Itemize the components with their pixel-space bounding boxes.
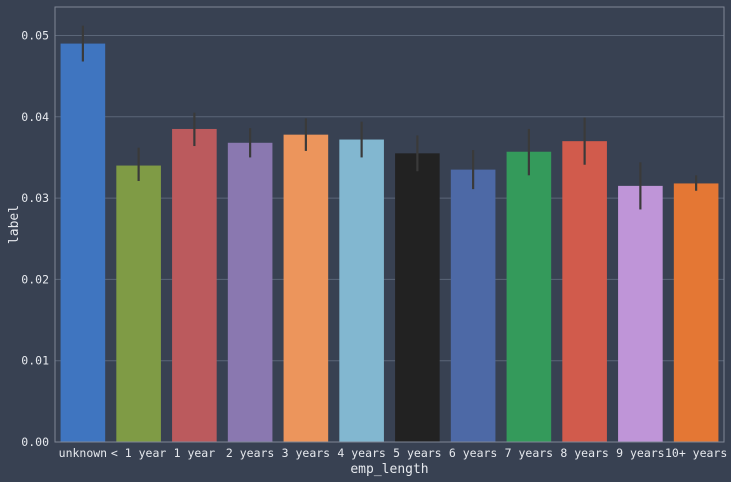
x-tick-labels: unknown < 1 year 1 year 2 years 3 years 4 yea… (59, 446, 728, 460)
bars (60, 43, 719, 443)
bar (506, 151, 552, 442)
bar (673, 183, 719, 442)
bar (227, 142, 273, 443)
x-tick-label: 2 years (226, 446, 274, 460)
x-tick-label: unknown (59, 446, 107, 460)
bar (618, 185, 663, 442)
bar (283, 134, 329, 442)
x-tick-label: 7 years (505, 446, 553, 460)
x-tick-label: 1 year (174, 446, 216, 460)
bar (450, 169, 496, 442)
x-axis-label: emp_length (350, 462, 428, 477)
error-bars (81, 25, 698, 210)
bar (562, 141, 607, 442)
y-axis-label: label (7, 205, 22, 244)
y-tick-label: 0.04 (21, 110, 49, 124)
x-tick-label: 5 years (393, 446, 441, 460)
y-tick-label: 0.02 (21, 272, 49, 286)
x-tick-label: 4 years (337, 446, 385, 460)
y-tick-label: 0.01 (21, 354, 49, 368)
x-tick-label: 8 years (560, 446, 608, 460)
x-tick-label: 10+ years (665, 446, 727, 460)
y-tick-label: 0.03 (21, 191, 49, 205)
bar (172, 128, 217, 442)
x-tick-label: 6 years (449, 446, 497, 460)
bar (395, 153, 440, 442)
bar (116, 165, 161, 443)
y-tick-labels: 0.00 0.01 0.02 0.03 0.04 0.05 (21, 28, 49, 449)
y-tick-label: 0.00 (21, 435, 49, 449)
bar (339, 139, 384, 442)
x-tick-label: 9 years (616, 446, 664, 460)
x-tick-label: < 1 year (111, 446, 166, 460)
y-tick-label: 0.05 (21, 28, 49, 42)
plot-frame (54, 6, 725, 443)
bar (60, 43, 106, 443)
x-tick-label: 3 years (282, 446, 330, 460)
